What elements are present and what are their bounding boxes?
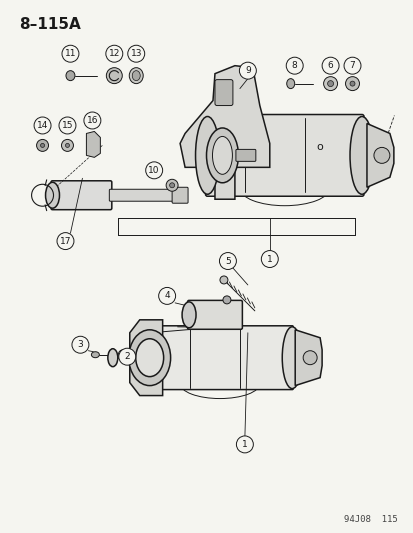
Circle shape xyxy=(57,232,74,249)
Circle shape xyxy=(119,348,135,365)
FancyBboxPatch shape xyxy=(109,189,179,201)
Circle shape xyxy=(121,353,125,357)
Text: 7: 7 xyxy=(349,61,354,70)
Circle shape xyxy=(166,179,178,191)
Circle shape xyxy=(285,57,302,74)
Circle shape xyxy=(349,81,354,86)
Ellipse shape xyxy=(182,302,196,328)
Text: 16: 16 xyxy=(86,116,98,125)
Ellipse shape xyxy=(212,136,232,174)
Text: 17: 17 xyxy=(59,237,71,246)
Text: 11: 11 xyxy=(64,49,76,58)
Text: 1: 1 xyxy=(242,440,247,449)
Circle shape xyxy=(343,57,360,74)
Text: 6: 6 xyxy=(327,61,332,70)
Ellipse shape xyxy=(195,117,219,194)
Text: 94J08  115: 94J08 115 xyxy=(343,515,396,524)
Circle shape xyxy=(219,253,236,270)
Circle shape xyxy=(34,117,51,134)
Circle shape xyxy=(323,77,337,91)
Text: 14: 14 xyxy=(37,121,48,130)
Circle shape xyxy=(106,68,122,84)
Circle shape xyxy=(65,143,69,148)
Circle shape xyxy=(373,148,389,163)
FancyBboxPatch shape xyxy=(214,79,233,106)
Circle shape xyxy=(223,296,230,304)
Ellipse shape xyxy=(349,117,373,194)
Ellipse shape xyxy=(219,276,228,284)
Polygon shape xyxy=(366,124,393,187)
Text: 12: 12 xyxy=(108,49,120,58)
Circle shape xyxy=(72,336,89,353)
Text: 5: 5 xyxy=(225,256,230,265)
FancyBboxPatch shape xyxy=(235,149,255,161)
Text: 3: 3 xyxy=(77,340,83,349)
Circle shape xyxy=(84,112,101,129)
Ellipse shape xyxy=(107,349,118,367)
Circle shape xyxy=(158,287,175,304)
FancyBboxPatch shape xyxy=(172,187,188,203)
Ellipse shape xyxy=(286,79,294,88)
Polygon shape xyxy=(294,330,321,385)
Circle shape xyxy=(106,45,123,62)
Text: 4: 4 xyxy=(164,292,169,301)
Circle shape xyxy=(62,140,73,151)
Circle shape xyxy=(302,351,316,365)
Circle shape xyxy=(40,143,45,148)
Circle shape xyxy=(345,77,358,91)
Text: 8: 8 xyxy=(291,61,297,70)
FancyBboxPatch shape xyxy=(205,115,363,196)
Circle shape xyxy=(321,57,338,74)
Text: 9: 9 xyxy=(244,66,250,75)
Circle shape xyxy=(36,140,48,151)
Circle shape xyxy=(261,251,278,268)
Ellipse shape xyxy=(132,71,140,80)
Text: o: o xyxy=(316,142,322,152)
Ellipse shape xyxy=(282,327,301,389)
FancyBboxPatch shape xyxy=(187,301,242,329)
Ellipse shape xyxy=(128,330,170,385)
Circle shape xyxy=(236,436,253,453)
Circle shape xyxy=(169,183,174,188)
Circle shape xyxy=(327,80,333,86)
Text: 10: 10 xyxy=(148,166,159,175)
Ellipse shape xyxy=(45,182,59,208)
Ellipse shape xyxy=(66,71,75,80)
Circle shape xyxy=(145,162,162,179)
FancyBboxPatch shape xyxy=(51,181,112,209)
Ellipse shape xyxy=(206,128,238,183)
Text: 1: 1 xyxy=(266,255,272,263)
Circle shape xyxy=(128,45,145,62)
Text: 13: 13 xyxy=(130,49,142,58)
Circle shape xyxy=(59,117,76,134)
Polygon shape xyxy=(129,320,162,395)
FancyBboxPatch shape xyxy=(146,326,292,390)
Text: 15: 15 xyxy=(62,121,73,130)
Circle shape xyxy=(239,62,256,79)
Text: 2: 2 xyxy=(124,352,130,361)
Ellipse shape xyxy=(135,339,163,377)
Ellipse shape xyxy=(129,68,143,84)
Polygon shape xyxy=(180,66,269,199)
Ellipse shape xyxy=(91,352,99,358)
Polygon shape xyxy=(86,132,100,157)
Circle shape xyxy=(62,45,79,62)
Circle shape xyxy=(118,350,128,360)
Text: 8–115A: 8–115A xyxy=(19,17,80,32)
